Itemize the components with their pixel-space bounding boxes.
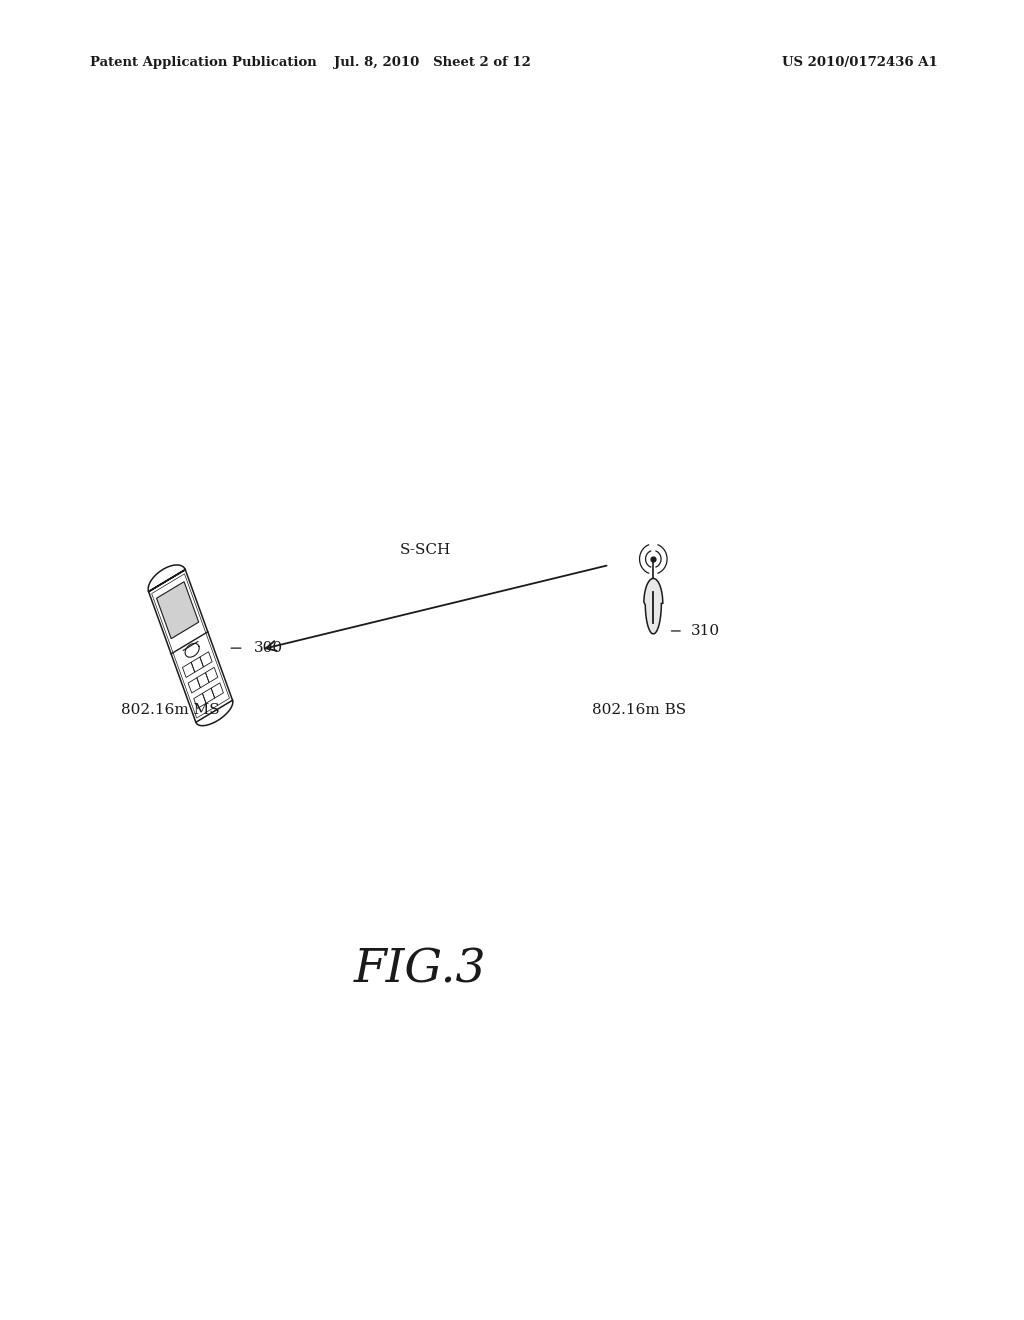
Text: US 2010/0172436 A1: US 2010/0172436 A1 (782, 55, 938, 69)
Polygon shape (157, 582, 199, 639)
Text: S-SCH: S-SCH (399, 543, 451, 557)
Text: 310: 310 (691, 624, 720, 638)
Text: 802.16m MS: 802.16m MS (121, 704, 219, 717)
Text: Jul. 8, 2010   Sheet 2 of 12: Jul. 8, 2010 Sheet 2 of 12 (334, 55, 530, 69)
Polygon shape (644, 578, 663, 634)
Text: 300: 300 (254, 642, 283, 655)
Text: Patent Application Publication: Patent Application Publication (90, 55, 316, 69)
Text: 802.16m BS: 802.16m BS (592, 704, 686, 717)
Text: FIG.3: FIG.3 (353, 948, 486, 993)
